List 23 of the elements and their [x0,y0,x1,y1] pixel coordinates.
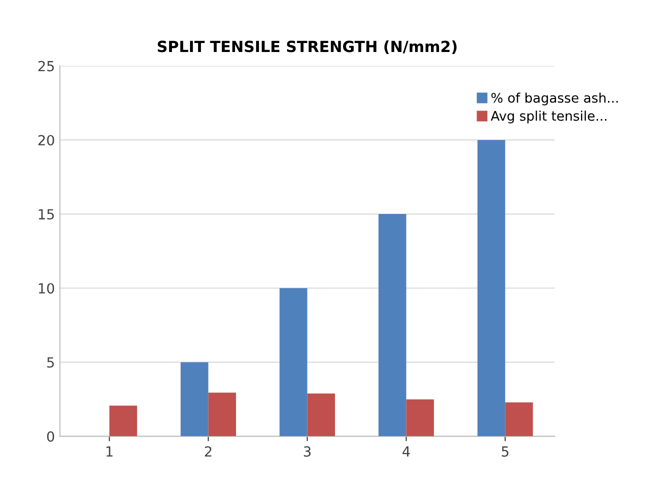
legend-label: Avg split tensile... [490,110,606,124]
legend-label: % of bagasse ash... [491,92,618,106]
x-tick-label: 1 [106,446,113,457]
bar [180,362,208,436]
x-tick-label: 2 [204,446,212,457]
bar [378,214,406,436]
x-tick-label: 4 [402,446,410,457]
x-tick-label: 5 [502,446,508,457]
x-tick-label: 3 [304,446,311,457]
y-tick-label: 10 [38,283,54,294]
bar [307,393,335,436]
bar [109,406,138,436]
y-tick-label: 25 [38,60,54,72]
bar [477,140,506,436]
bar [406,399,434,436]
y-tick-label: 5 [47,357,54,368]
y-tick-label: 15 [38,209,54,220]
chart-title: SPLIT TENSILE STRENGTH (N/mm2) [158,40,457,54]
y-tick-label: 0 [47,431,54,442]
bar [208,392,236,436]
bar [280,288,308,436]
bar [505,402,533,436]
y-tick-label: 20 [38,134,54,146]
